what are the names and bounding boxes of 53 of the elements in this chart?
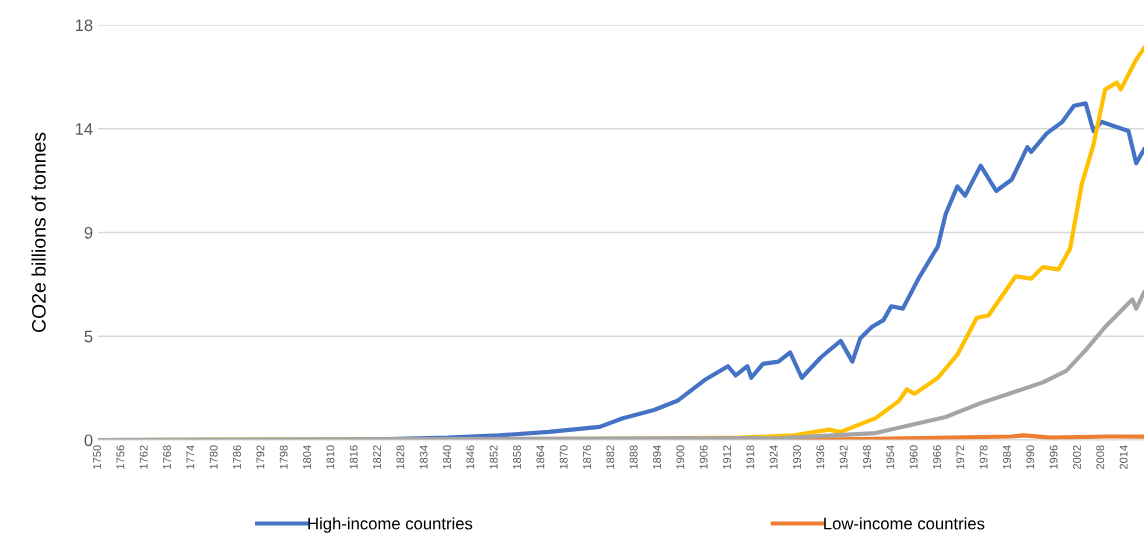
x-tick-label: 1888 bbox=[629, 445, 638, 469]
x-tick-label: 1828 bbox=[396, 445, 405, 469]
x-tick-label: 1924 bbox=[769, 445, 778, 469]
x-tick-label: 1930 bbox=[793, 445, 801, 469]
legend-label: High-income countries bbox=[308, 517, 473, 533]
x-tick-label: 1870 bbox=[559, 445, 568, 469]
x-tick-label: 1858 bbox=[513, 445, 521, 469]
x-tick-label: 2002 bbox=[1073, 445, 1081, 470]
x-tick-label: 1822 bbox=[373, 445, 381, 469]
x-tick-label: 1900 bbox=[676, 445, 685, 469]
x-tick-label: 1750 bbox=[93, 445, 101, 469]
legend-label: Low-income countries bbox=[824, 517, 985, 530]
x-tick-label: 1984 bbox=[1003, 445, 1011, 469]
y-tick-label: 9 bbox=[84, 226, 93, 239]
x-tick-label: 1906 bbox=[699, 445, 708, 469]
x-tick-label: 1882 bbox=[606, 445, 615, 469]
x-tick-label: 1834 bbox=[419, 445, 428, 469]
y-tick-label: 0 bbox=[84, 434, 93, 447]
x-tick-label: 1990 bbox=[1026, 445, 1035, 469]
x-tick-label: 1972 bbox=[956, 445, 965, 469]
x-tick-label: 1768 bbox=[163, 445, 171, 469]
x-tick-label: 1996 bbox=[1049, 445, 1058, 469]
x-tick-label: 1762 bbox=[139, 445, 148, 469]
x-tick-label: 1846 bbox=[466, 445, 475, 469]
x-tick-label: 1798 bbox=[279, 445, 288, 469]
y-tick-label: 18 bbox=[75, 19, 93, 32]
x-tick-label: 1954 bbox=[886, 445, 895, 469]
y-tick-label: 5 bbox=[84, 330, 93, 343]
x-tick-label: 1960 bbox=[909, 445, 918, 469]
x-tick-label: 1840 bbox=[443, 445, 451, 469]
x-tick-label: 1792 bbox=[256, 445, 265, 469]
x-tick-label: 1804 bbox=[303, 445, 311, 469]
x-tick-label: 1978 bbox=[979, 445, 988, 469]
x-tick-label: 1918 bbox=[746, 445, 755, 469]
x-tick-label: 1810 bbox=[326, 445, 335, 469]
x-tick-label: 1852 bbox=[489, 445, 498, 469]
x-tick-label: 1780 bbox=[209, 445, 218, 469]
x-tick-label: 2014 bbox=[1119, 445, 1128, 470]
y-tick-label: 14 bbox=[75, 123, 93, 135]
x-tick-label: 1816 bbox=[349, 445, 358, 469]
x-tick-label: 1864 bbox=[536, 445, 545, 469]
x-tick-label: 1786 bbox=[233, 445, 241, 469]
x-tick-label: 1756 bbox=[116, 445, 125, 469]
x-tick-label: 1912 bbox=[723, 445, 731, 469]
x-tick-label: 1774 bbox=[186, 445, 195, 469]
x-tick-label: 1942 bbox=[839, 445, 848, 469]
x-tick-label: 1936 bbox=[816, 445, 825, 469]
y-axis-title: CO2e billions of tonnes bbox=[31, 132, 46, 333]
x-tick-label: 1876 bbox=[583, 445, 591, 469]
x-tick-label: 1948 bbox=[863, 445, 871, 469]
x-tick-label: 2008 bbox=[1096, 445, 1105, 470]
x-tick-label: 1966 bbox=[933, 445, 941, 469]
x-tick-label: 1894 bbox=[653, 445, 661, 469]
